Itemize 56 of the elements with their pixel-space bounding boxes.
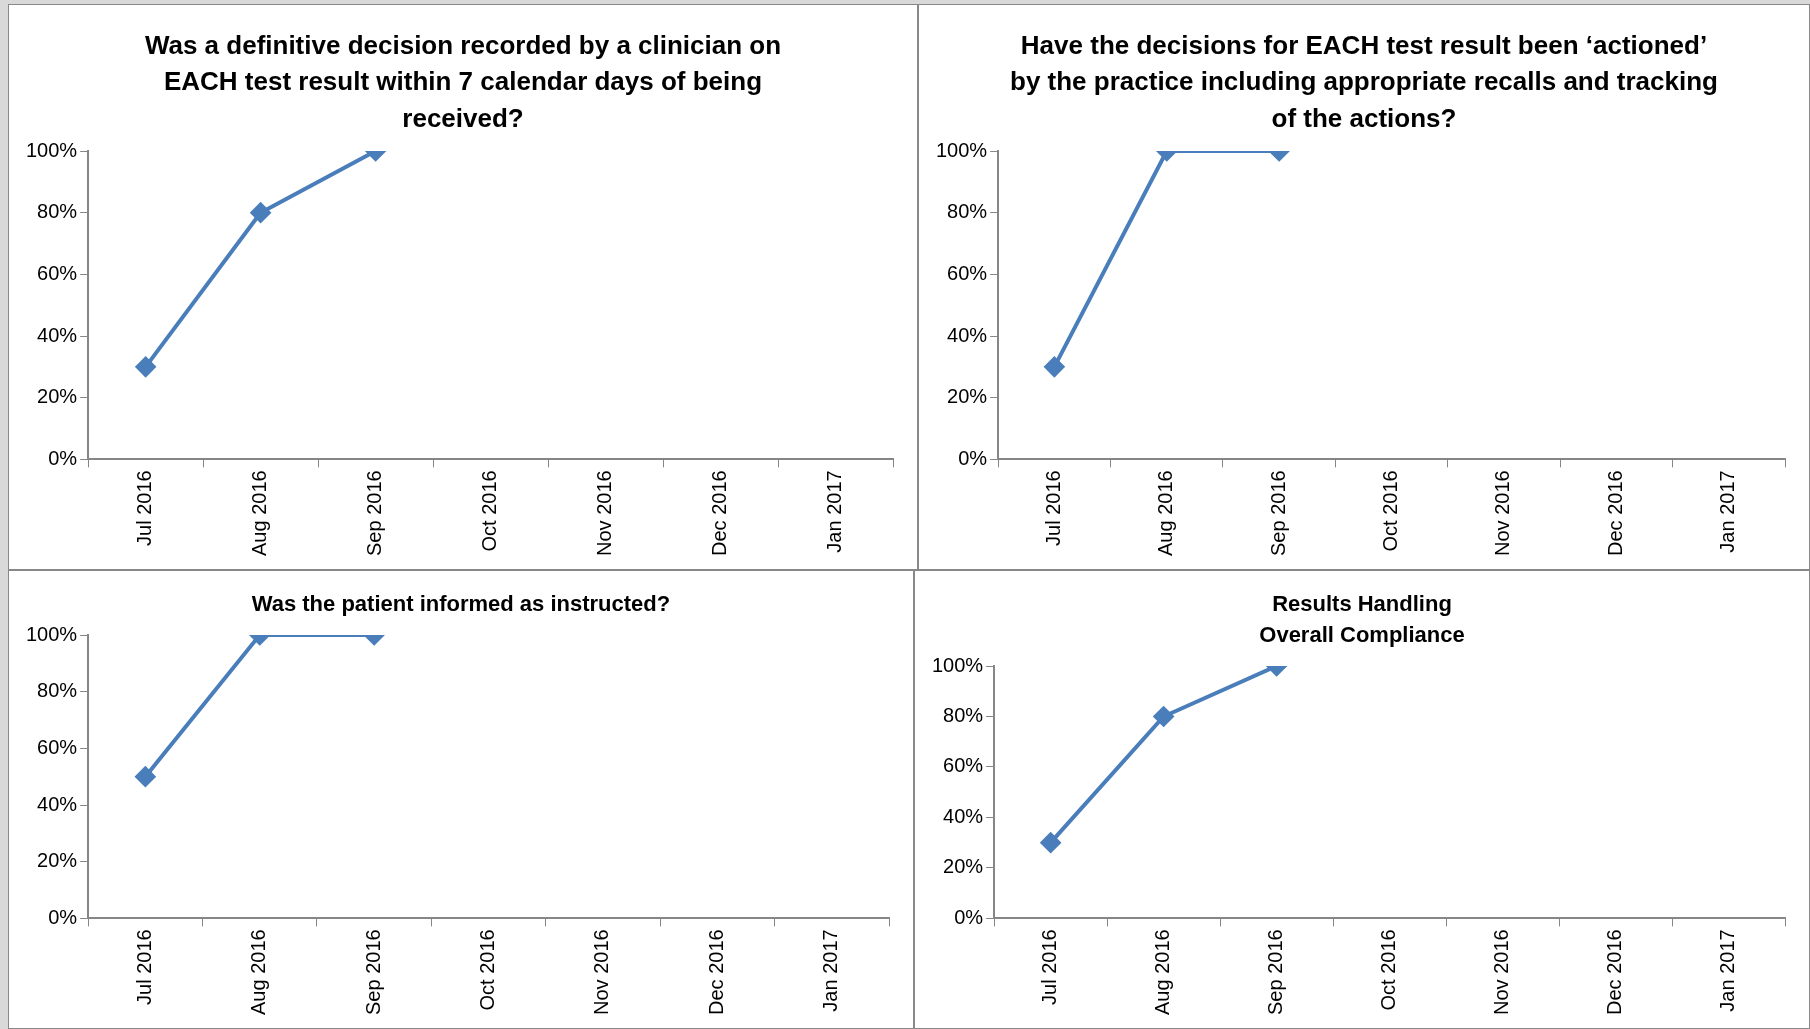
x-tick-label: Jan 2017 [1716, 928, 1739, 1012]
y-tick-label: 100% [26, 622, 78, 645]
x-tick-label: Nov 2016 [1490, 928, 1513, 1015]
y-tick-label: 80% [37, 200, 78, 223]
y-tick-label: 20% [943, 855, 984, 877]
chart-title: Results Handling Overall Compliance [1259, 590, 1465, 649]
y-tick-label: 100% [26, 138, 78, 161]
x-tick-label: Aug 2016 [248, 470, 271, 557]
x-tick-label: Sep 2016 [361, 929, 384, 1015]
x-tick-label: Sep 2016 [363, 470, 386, 557]
y-tick-label: 60% [37, 262, 78, 285]
y-tick-label: 40% [947, 323, 988, 346]
x-tick-label: Oct 2016 [478, 470, 501, 552]
y-tick-label: 60% [943, 754, 984, 777]
y-tick-label: 100% [936, 138, 988, 161]
x-tick-label: Nov 2016 [1491, 470, 1514, 557]
y-tick-label: 0% [48, 447, 78, 470]
x-tick-label: Jan 2017 [819, 929, 842, 1012]
x-tick-label: Jul 2016 [1038, 928, 1061, 1005]
x-tick-label: Jan 2017 [823, 470, 846, 553]
y-tick-label: 80% [37, 678, 78, 701]
x-tick-label: Aug 2016 [247, 929, 270, 1015]
y-tick-label: 20% [37, 385, 78, 408]
chart-title: Have the decisions for EACH test result been ‘actioned’ by the practice including appropriate recalls and tracking of the actions? [1010, 29, 1718, 135]
x-tick-label: Dec 2016 [1603, 470, 1626, 557]
x-tick-label: Jul 2016 [132, 929, 155, 1005]
x-tick-label: Jul 2016 [133, 470, 156, 547]
y-tick-label: 40% [943, 804, 984, 827]
chart-title: Was a definitive decision recorded by a clinician on EACH test result within 7 calendar days of being received? [144, 29, 782, 135]
y-tick-label: 40% [37, 323, 78, 346]
x-tick-label: Nov 2016 [593, 470, 616, 557]
x-tick-label: Dec 2016 [708, 470, 731, 557]
x-tick-label: Sep 2016 [1264, 928, 1287, 1015]
y-tick-label: 60% [947, 262, 988, 285]
x-tick-label: Aug 2016 [1154, 470, 1177, 557]
x-tick-label: Aug 2016 [1151, 928, 1174, 1015]
y-tick-label: 0% [958, 447, 988, 470]
x-tick-label: Oct 2016 [1379, 470, 1402, 552]
y-tick-label: 80% [947, 200, 988, 223]
y-tick-label: 0% [954, 905, 984, 928]
chart-title: Was the patient informed as instructed? [251, 590, 671, 618]
x-tick-label: Dec 2016 [1603, 928, 1626, 1015]
y-tick-label: 0% [48, 905, 78, 928]
x-tick-label: Dec 2016 [704, 929, 727, 1015]
y-tick-label: 100% [932, 653, 984, 676]
y-tick-label: 80% [943, 703, 984, 726]
x-tick-label: Jan 2017 [1716, 470, 1739, 553]
x-tick-label: Nov 2016 [590, 929, 613, 1015]
x-tick-label: Oct 2016 [476, 929, 499, 1011]
y-tick-label: 60% [37, 735, 78, 758]
y-tick-label: 20% [947, 385, 988, 408]
x-tick-label: Oct 2016 [1377, 928, 1400, 1011]
x-tick-label: Jul 2016 [1041, 470, 1064, 547]
y-tick-label: 20% [37, 849, 78, 871]
y-tick-label: 40% [37, 792, 78, 815]
x-tick-label: Sep 2016 [1266, 470, 1289, 557]
